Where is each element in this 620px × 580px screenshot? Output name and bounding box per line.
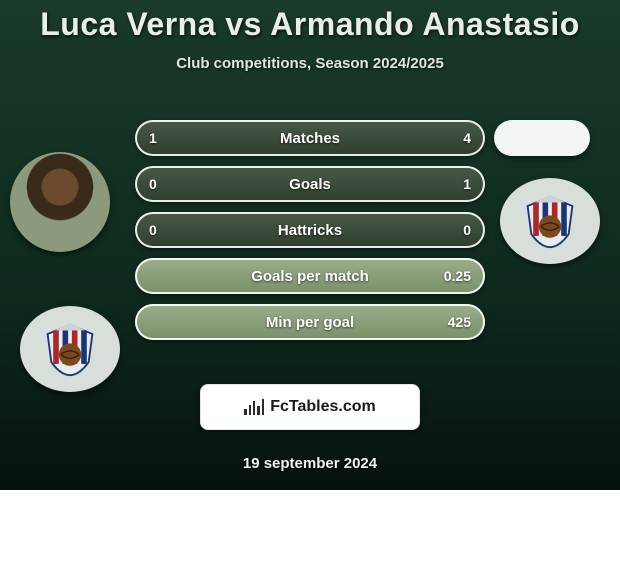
- stat-row: 1 Matches 4: [135, 120, 485, 156]
- stat-label: Goals per match: [251, 268, 369, 285]
- stat-row: Min per goal 425: [135, 304, 485, 340]
- subtitle: Club competitions, Season 2024/2025: [0, 55, 620, 72]
- player1-photo: [10, 152, 110, 252]
- stat-left-value: 0: [149, 176, 157, 192]
- stat-right-value: 0.25: [444, 268, 471, 284]
- stat-label: Goals: [289, 176, 331, 193]
- date-text: 19 september 2024: [0, 455, 620, 472]
- stat-right-value: 425: [448, 314, 471, 330]
- stat-row: 0 Hattricks 0: [135, 212, 485, 248]
- stat-right-value: 0: [463, 222, 471, 238]
- page-title: Luca Verna vs Armando Anastasio: [0, 0, 620, 43]
- stat-left-value: 1: [149, 130, 157, 146]
- logo-bars-icon: [244, 399, 264, 415]
- player2-photo: [494, 120, 590, 156]
- watermark-text: FcTables.com: [270, 398, 376, 416]
- player1-club-crest: [20, 306, 120, 392]
- stat-label: Hattricks: [278, 222, 342, 239]
- stat-row: 0 Goals 1: [135, 166, 485, 202]
- stat-label: Matches: [280, 130, 340, 147]
- stat-row: Goals per match 0.25: [135, 258, 485, 294]
- comparison-card: Luca Verna vs Armando Anastasio Club com…: [0, 0, 620, 490]
- stat-right-value: 1: [463, 176, 471, 192]
- stat-label: Min per goal: [266, 314, 354, 331]
- player2-club-crest: [500, 178, 600, 264]
- stats-table: 1 Matches 4 0 Goals 1 0 Hattricks 0 Goal…: [135, 120, 485, 350]
- stat-left-value: 0: [149, 222, 157, 238]
- club-crest-icon: [522, 193, 578, 249]
- stat-right-value: 4: [463, 130, 471, 146]
- club-crest-icon: [42, 321, 98, 377]
- watermark-badge: FcTables.com: [200, 384, 420, 430]
